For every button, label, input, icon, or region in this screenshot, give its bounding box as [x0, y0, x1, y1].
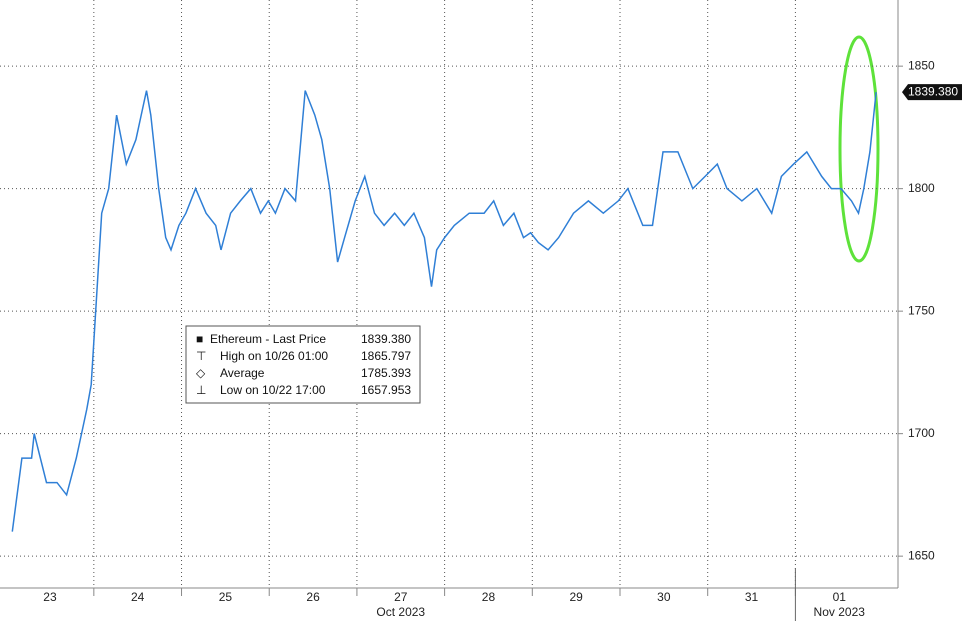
- legend-box: [185, 325, 421, 404]
- legend: ■ Ethereum - Last Price 1839.380 ⊤ High on 1…: [185, 325, 421, 404]
- x-tick-label: 29: [569, 590, 583, 604]
- x-tick-label: 25: [219, 590, 233, 604]
- y-tick-label: 1650: [908, 548, 935, 562]
- y-tick-label: 1700: [908, 426, 935, 440]
- month-label: Nov 2023: [814, 605, 866, 619]
- legend-label: Low on 10/22 17:00: [220, 383, 326, 397]
- legend-value: 1839.380: [361, 332, 411, 346]
- legend-icon: ⊤: [196, 349, 206, 363]
- legend-value: 1865.797: [361, 349, 411, 363]
- y-tick-label: 1750: [908, 303, 935, 317]
- legend-icon: ⊥: [196, 383, 206, 397]
- legend-value: 1785.393: [361, 366, 411, 380]
- legend-icon: ◇: [196, 366, 206, 380]
- x-tick-label: 23: [43, 590, 57, 604]
- legend-value: 1657.953: [361, 383, 411, 397]
- x-tick-label: 28: [482, 590, 496, 604]
- last-price-pointer: [902, 84, 962, 101]
- x-tick-label: 27: [394, 590, 408, 604]
- legend-icon: ■: [196, 332, 203, 346]
- x-tick-label: 30: [657, 590, 671, 604]
- legend-label: Average: [220, 366, 265, 380]
- x-tick-label: 01: [833, 590, 847, 604]
- highlight-ellipse: [838, 35, 880, 263]
- x-tick-label: 24: [131, 590, 145, 604]
- y-tick-label: 1850: [908, 58, 935, 72]
- last-price-label: 1839.380: [908, 84, 958, 98]
- x-tick-label: 26: [306, 590, 320, 604]
- y-tick-label: 1800: [908, 181, 935, 195]
- price-line: [11, 90, 877, 532]
- legend-label: Ethereum - Last Price: [210, 332, 326, 346]
- legend-label: High on 10/26 01:00: [220, 349, 328, 363]
- x-tick-label: 31: [745, 590, 759, 604]
- month-label: Oct 2023: [376, 605, 425, 619]
